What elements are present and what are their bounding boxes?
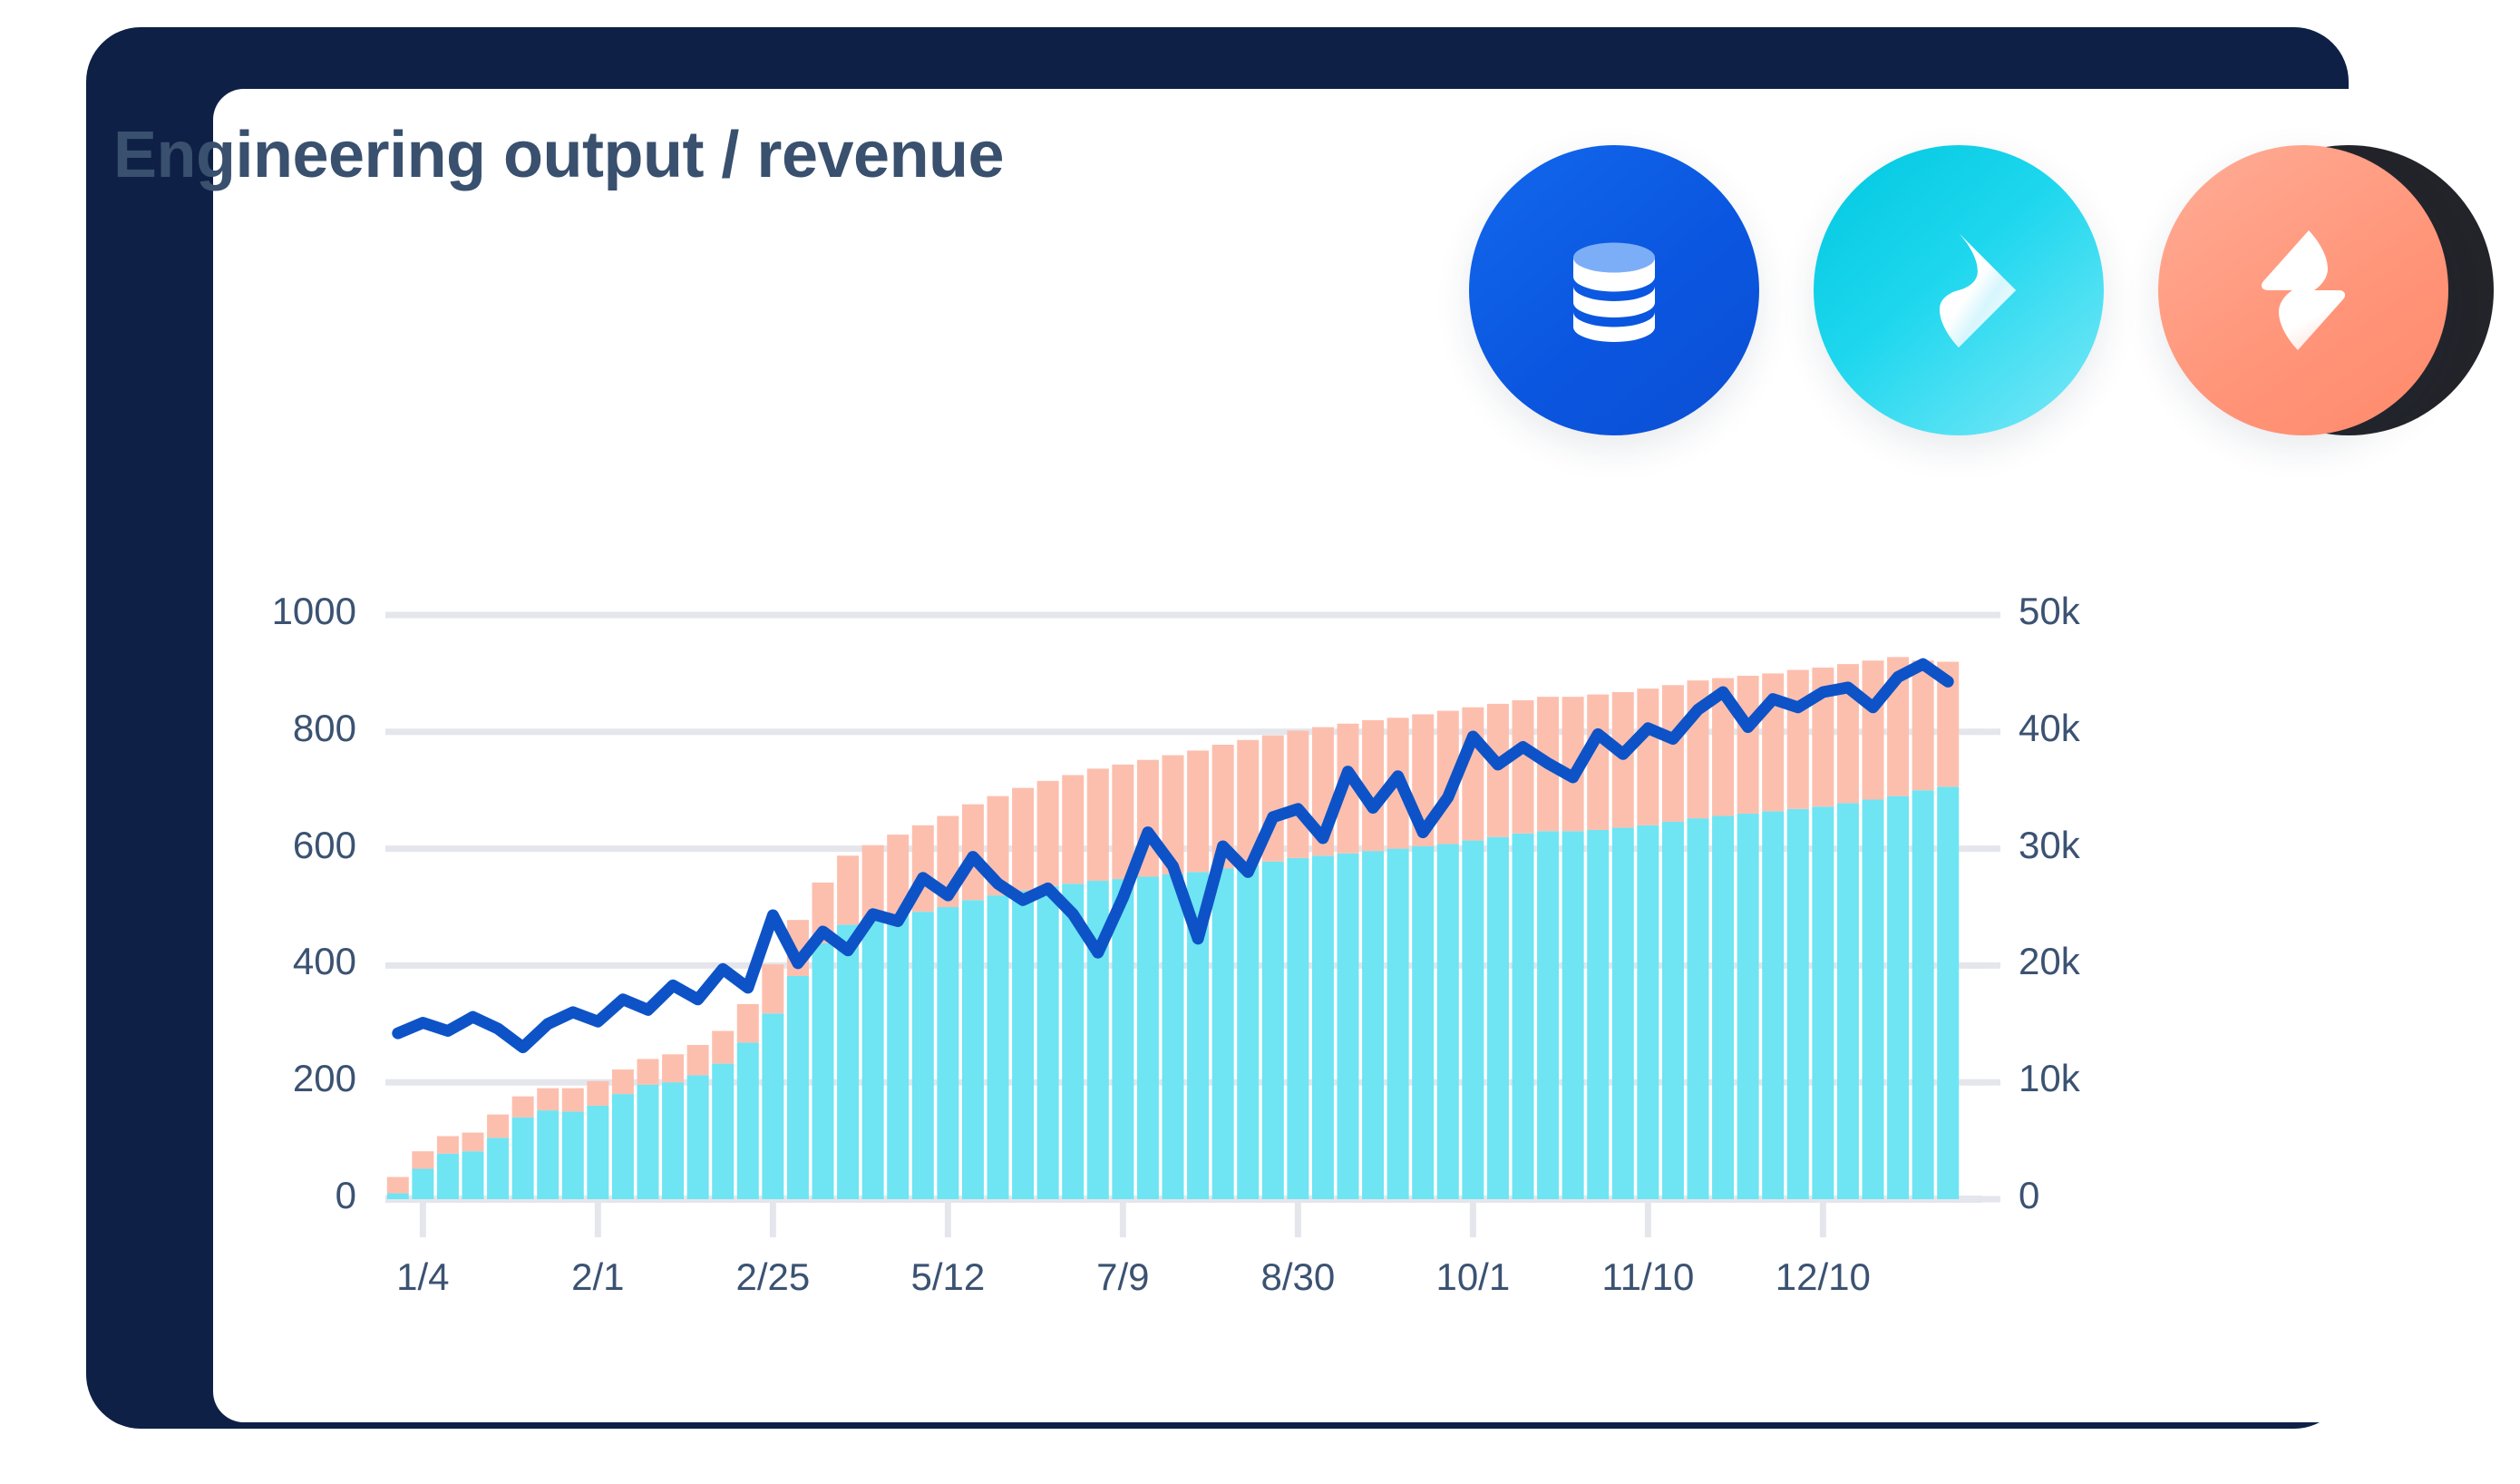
- page-title: Engineering output / revenue: [113, 119, 1005, 191]
- lightning-icon: [2240, 222, 2367, 358]
- jira-badge[interactable]: [1814, 145, 2104, 435]
- database-badge[interactable]: [1469, 145, 1759, 435]
- lightning-badge[interactable]: [2158, 145, 2448, 435]
- integration-badge-group: [1360, 91, 2494, 435]
- jira-icon: [1891, 222, 2027, 358]
- database-icon: [1546, 222, 1682, 358]
